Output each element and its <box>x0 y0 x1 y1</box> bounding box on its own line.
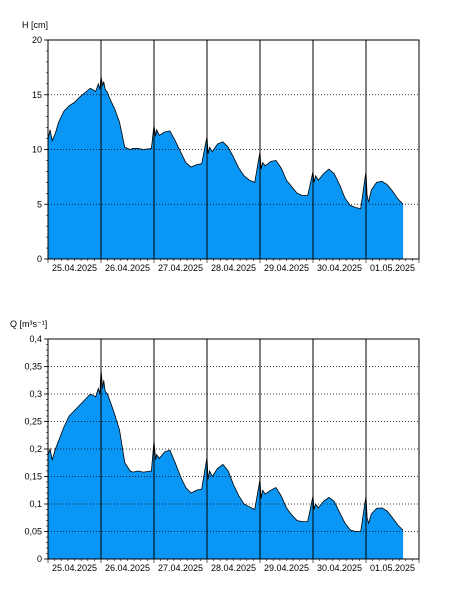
water-level-y-tick-label: 10 <box>32 145 42 155</box>
water-level-x-tick-label: 28.04.2025 <box>211 263 256 273</box>
discharge-x-tick-label: 29.04.2025 <box>264 563 309 573</box>
discharge-x-tick-label: 26.04.2025 <box>105 563 150 573</box>
discharge-y-tick-label: 0,3 <box>29 389 42 399</box>
discharge-y-tick-label: 0,2 <box>29 444 42 454</box>
discharge-y-tick-label: 0,25 <box>24 417 42 427</box>
discharge-x-tick-label: 30.04.2025 <box>317 563 362 573</box>
water-level-y-tick-label: 20 <box>32 35 42 45</box>
water-level-x-tick-label: 27.04.2025 <box>158 263 203 273</box>
discharge-x-tick-label: 27.04.2025 <box>158 563 203 573</box>
discharge-area-series <box>48 369 404 559</box>
discharge-x-tick-label: 25.04.2025 <box>52 563 97 573</box>
discharge-y-tick-label: 0,4 <box>29 334 42 344</box>
discharge-plot-frame <box>47 338 420 560</box>
water-level-y-tick-label: 15 <box>32 90 42 100</box>
water-level-y-axis-label: H [cm] <box>22 20 48 30</box>
water-level-x-tick-label: 30.04.2025 <box>317 263 362 273</box>
water-level-y-tick-label: 5 <box>37 199 42 209</box>
discharge-x-tick-label: 01.05.2025 <box>370 563 415 573</box>
water-level-x-tick-label: 01.05.2025 <box>370 263 415 273</box>
water-level-x-tick-label: 25.04.2025 <box>52 263 97 273</box>
discharge-y-tick-label: 0 <box>37 554 42 564</box>
water-level-plot-frame <box>47 39 420 260</box>
water-level-area-series <box>48 76 404 259</box>
discharge-y-tick-label: 0,35 <box>24 362 42 372</box>
discharge-y-tick-label: 0,15 <box>24 472 42 482</box>
water-level-x-tick-label: 29.04.2025 <box>264 263 309 273</box>
water-level-chart: H [cm] 0 5 10 15 20 25.04.2025 26.04.2025 27.04… <box>22 20 420 273</box>
discharge-y-axis-label: Q [m³s⁻¹] <box>10 319 47 329</box>
water-level-x-tick-label: 26.04.2025 <box>105 263 150 273</box>
discharge-chart: Q [m³s⁻¹] 0 0,05 0,1 0,15 0,2 0,25 0,3 0,35 0,4 2… <box>10 319 420 573</box>
discharge-x-tick-label: 28.04.2025 <box>211 563 256 573</box>
discharge-y-tick-label: 0,05 <box>24 527 42 537</box>
discharge-y-tick-label: 0,1 <box>29 499 42 509</box>
water-level-y-tick-label: 0 <box>37 254 42 264</box>
